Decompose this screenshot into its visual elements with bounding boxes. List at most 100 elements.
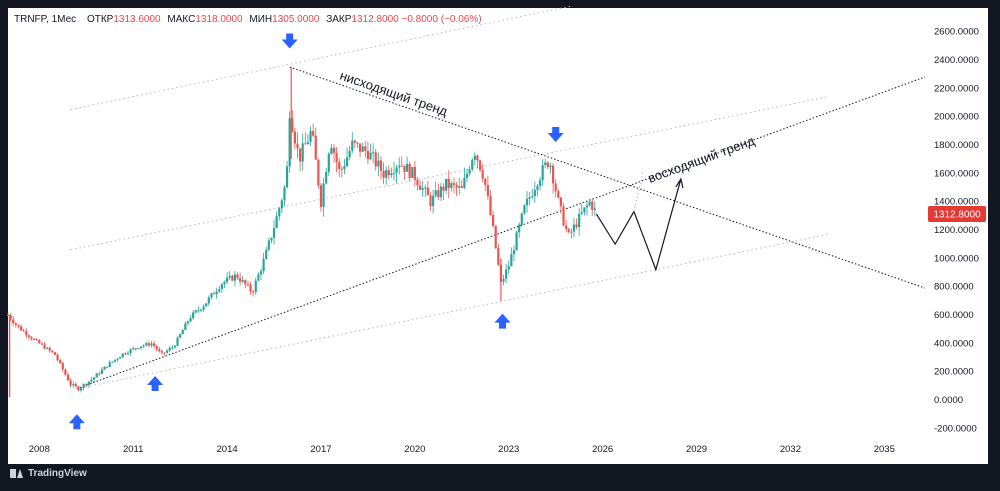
candle-body <box>541 165 544 181</box>
tradingview-icon <box>10 469 24 478</box>
candle-body <box>278 208 281 217</box>
candle-body <box>106 366 109 368</box>
candle-body <box>588 201 591 206</box>
candle-body <box>351 140 354 151</box>
candle-body <box>59 359 62 363</box>
candle-body <box>520 213 523 225</box>
candle-body <box>306 142 310 144</box>
candle-body <box>197 310 200 312</box>
candle-body <box>103 366 106 370</box>
y-tick-label: 2200.0000 <box>934 83 979 94</box>
plot-area[interactable] <box>8 8 988 464</box>
brand-label: TradingView <box>28 468 87 479</box>
candle-body <box>74 384 77 387</box>
tradingview-logo[interactable]: TradingView <box>10 468 87 479</box>
candle-body <box>72 384 75 386</box>
candle-body <box>145 343 148 346</box>
candle-body <box>228 275 231 278</box>
candle-body <box>364 146 367 151</box>
candle-body <box>421 188 424 190</box>
candle-body <box>559 197 563 207</box>
candle-body <box>575 224 578 228</box>
candle-body <box>340 168 343 170</box>
candle-body <box>87 381 90 385</box>
candle-body <box>450 183 453 188</box>
candle-body <box>192 312 195 319</box>
candle-body <box>189 318 192 322</box>
x-tick-label: 2011 <box>123 444 143 455</box>
candle-body <box>445 178 448 191</box>
candle-body <box>132 348 135 350</box>
candle-body <box>515 232 518 251</box>
candle-body <box>9 315 12 320</box>
x-tick-label: 2008 <box>29 444 50 455</box>
candle-body <box>411 166 414 178</box>
candle-body <box>455 184 458 188</box>
candle-body <box>155 345 158 350</box>
candle-body <box>502 278 505 282</box>
y-tick-label: 2000.0000 <box>934 112 979 123</box>
y-tick-label: -200.0000 <box>934 423 977 434</box>
candle-body <box>424 187 427 189</box>
candle-body <box>377 160 380 167</box>
candle-body <box>288 118 291 167</box>
candle-body <box>210 293 213 298</box>
candle-body <box>338 162 341 169</box>
close-label: ЗАКР <box>326 14 352 25</box>
candle-body <box>215 291 218 295</box>
candle-body <box>382 170 385 178</box>
candle-body <box>51 350 54 353</box>
candle-body <box>492 214 495 226</box>
candle-body <box>314 135 317 160</box>
candle-body <box>549 165 552 168</box>
candle-body <box>523 205 526 214</box>
candle-body <box>395 167 398 173</box>
candle-body <box>147 343 150 346</box>
candle-body <box>108 362 111 368</box>
candle-body <box>267 240 270 250</box>
x-tick-label: 2029 <box>686 444 707 455</box>
candle-body <box>85 384 88 386</box>
y-tick-label: 600.0000 <box>934 310 974 321</box>
candle-body <box>233 274 237 281</box>
candle-body <box>236 274 239 279</box>
candle-body <box>343 166 346 170</box>
candle-body <box>270 237 273 241</box>
candle-body <box>6 314 10 316</box>
candle-body <box>473 155 476 160</box>
candle-body <box>32 338 36 340</box>
candle-body <box>113 359 117 362</box>
candle-body <box>536 186 539 190</box>
candle-body <box>199 309 203 311</box>
candle-body <box>152 343 156 346</box>
candle-body <box>19 326 23 331</box>
close-value: 1312.8000 <box>351 14 399 25</box>
candle-body <box>353 140 356 143</box>
candle-body <box>358 143 362 152</box>
footer-bar <box>0 464 1000 491</box>
candle-body <box>176 337 179 346</box>
candle-body <box>56 354 59 360</box>
low-label: МИН <box>249 14 273 25</box>
arrow-up-icon <box>494 313 511 329</box>
candle-body <box>570 231 573 233</box>
candle-body <box>61 362 64 370</box>
candle-body <box>426 187 430 196</box>
candle-body <box>254 280 257 292</box>
candle-body <box>447 178 450 188</box>
candle-body <box>416 179 419 186</box>
candle-body <box>17 324 20 327</box>
candle-body <box>25 331 28 336</box>
forecast-dotted <box>633 170 644 212</box>
candle-body <box>27 335 30 338</box>
candle-body <box>551 165 555 184</box>
price-tag <box>928 205 986 222</box>
candle-body <box>481 170 484 179</box>
candle-body <box>327 153 330 172</box>
y-tick-label: 2400.0000 <box>934 55 979 66</box>
candle-body <box>578 213 581 228</box>
uptrend-label: восходящий тренд <box>646 133 757 186</box>
candle-body <box>413 166 416 180</box>
trendline-channel-lower <box>76 233 829 390</box>
